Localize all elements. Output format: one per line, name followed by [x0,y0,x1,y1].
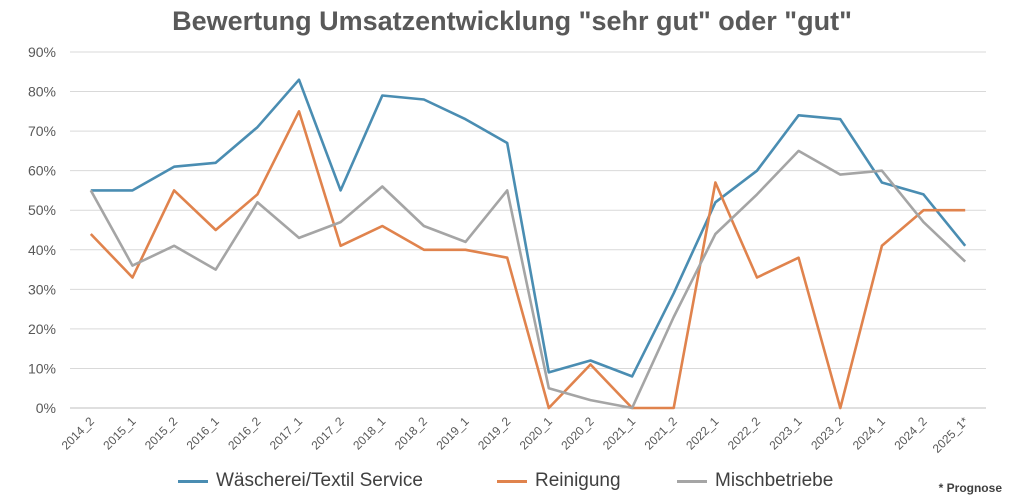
series-line-2 [89,149,967,410]
x-tick-label: 2014_2 [59,414,97,452]
x-tick-label: 2016_1 [184,414,222,452]
x-tick-label: 2019_1 [433,414,471,452]
chart-title: Bewertung Umsatzentwicklung "sehr gut" o… [172,6,852,36]
x-tick-label: 2018_2 [392,414,430,452]
y-tick-label: 30% [28,281,56,297]
y-tick-label: 0% [36,400,56,416]
x-tick-label: 2015_1 [100,414,138,452]
x-axis-ticks: 2014_2 2015_1 2015_2 2016_1 2016_2 2017_1 2017… [59,414,972,456]
y-tick-label: 60% [28,163,56,179]
y-tick-label: 20% [28,321,56,337]
x-tick-label: 2024_1 [850,414,888,452]
forecast-note: * Prognose [938,481,1002,495]
x-tick-label: 2021_2 [642,414,680,452]
y-tick-label: 50% [28,202,56,218]
x-tick-label: 2023_2 [808,414,846,452]
x-tick-label: 2015_2 [142,414,180,452]
y-tick-label: 90% [28,44,56,60]
y-tick-label: 70% [28,123,56,139]
legend-item-mischbetriebe: Mischbetriebe [677,470,833,492]
legend-label: Wäscherei/Textil Service [216,470,423,491]
x-tick-label: 2021_1 [600,414,638,452]
x-tick-label: 2018_1 [350,414,388,452]
series-line-0 [90,78,967,378]
legend-swatch [497,479,527,483]
x-tick-label: 2020_1 [517,414,555,452]
x-tick-label: 2016_2 [225,414,263,452]
x-tick-label: 2022_1 [683,414,721,452]
series-lines [89,78,967,410]
legend: Wäscherei/Textil Service Reinigung Misch… [0,470,1024,496]
legend-item-waescherei: Wäscherei/Textil Service [178,470,423,492]
x-tick-label: 2017_2 [309,414,347,452]
x-tick-label: 2025_1* [930,414,972,456]
legend-item-reinigung: Reinigung [497,470,621,492]
series-line-1 [89,110,966,410]
gridlines [70,51,986,409]
x-tick-label: 2017_1 [267,414,305,452]
x-tick-label: 2023_1 [767,414,805,452]
x-tick-label: 2020_2 [558,414,596,452]
x-tick-label: 2024_2 [891,414,929,452]
legend-label: Mischbetriebe [715,470,834,491]
y-tick-label: 10% [28,360,56,376]
y-tick-label: 40% [28,242,56,258]
legend-swatch [178,479,208,483]
legend-label: Reinigung [535,470,621,491]
y-tick-label: 80% [28,84,56,100]
y-axis-ticks: 0% 10% 20% 30% 40% 50% 60% 70% 80% 90% [28,44,56,416]
x-tick-label: 2019_2 [475,414,513,452]
legend-swatch [677,479,707,483]
x-tick-label: 2022_2 [725,414,763,452]
